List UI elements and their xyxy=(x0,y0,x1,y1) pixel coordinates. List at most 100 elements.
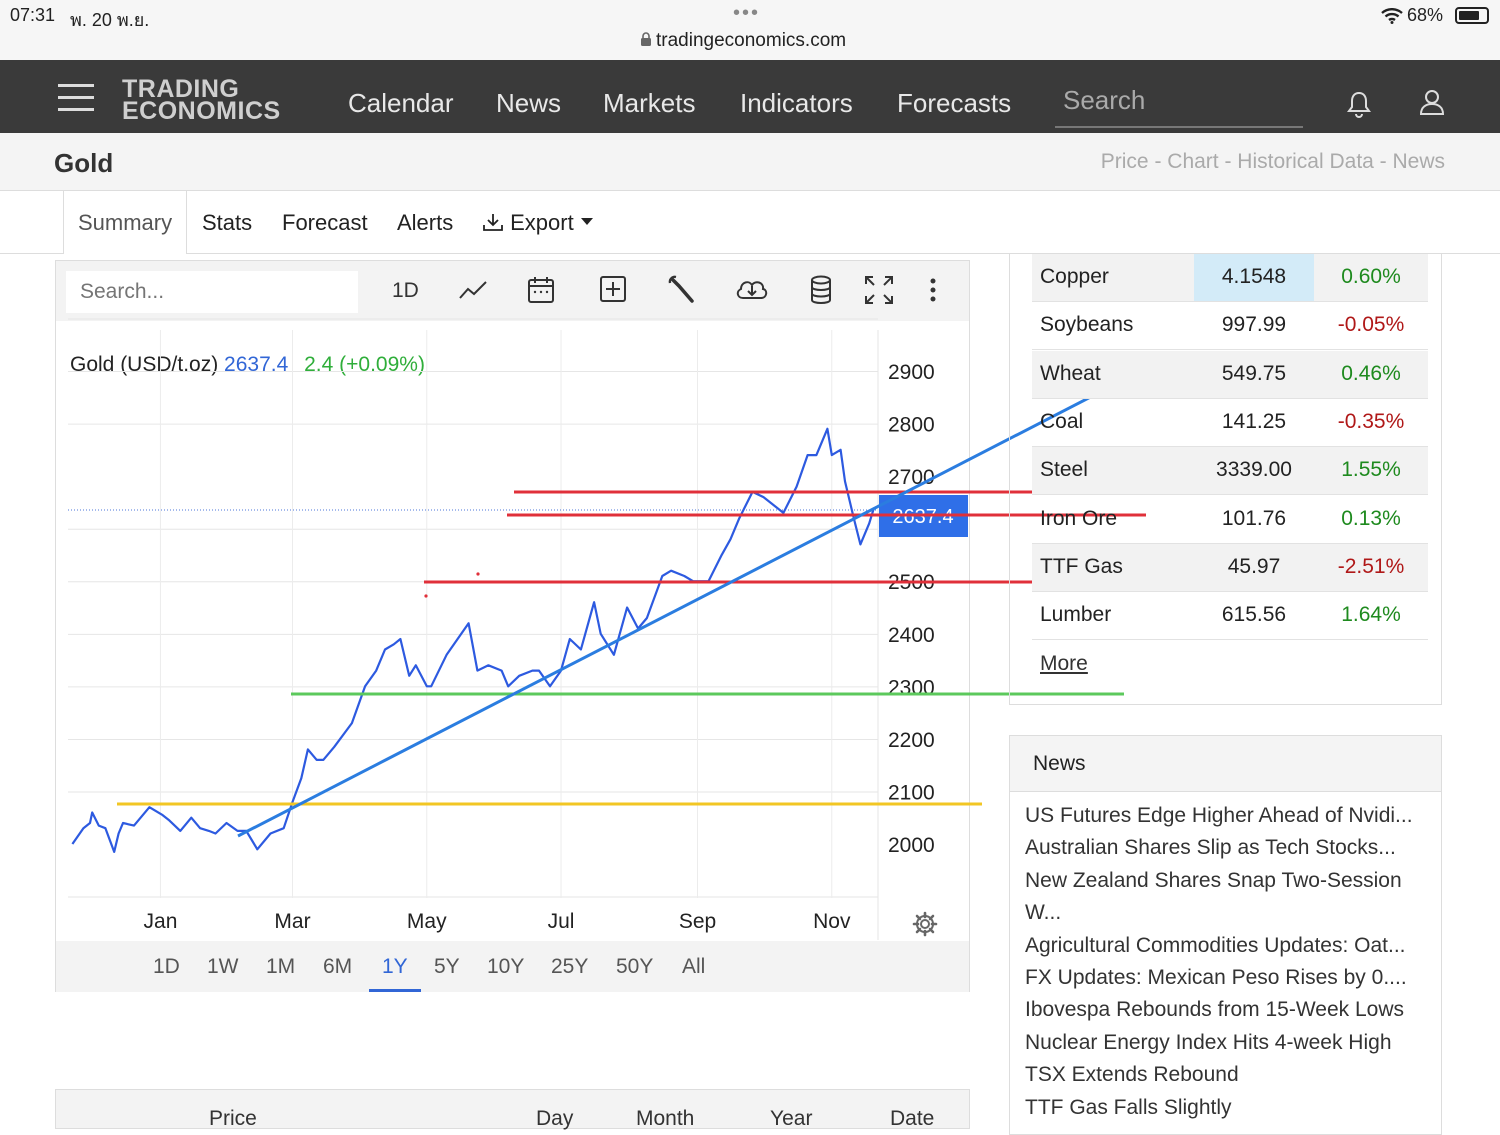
active-range-underline xyxy=(369,989,421,992)
range-25y[interactable]: 25Y xyxy=(551,955,589,978)
news-header: News xyxy=(1010,736,1441,792)
logo-line-2: ECONOMICS xyxy=(122,97,281,125)
commodity-change: -0.05% xyxy=(1337,313,1405,337)
tab-summary[interactable]: Summary xyxy=(63,191,187,254)
interval-button[interactable]: 1D xyxy=(392,279,419,302)
commodity-change: 0.13% xyxy=(1341,506,1401,530)
col-price: Price xyxy=(209,1107,257,1130)
commodity-price: 615.56 xyxy=(1221,603,1287,627)
commodity-price: 101.76 xyxy=(1221,506,1287,530)
add-box-icon[interactable] xyxy=(599,275,627,303)
commodity-price: 3339.00 xyxy=(1216,458,1292,482)
site-search-input[interactable]: Search xyxy=(1055,82,1303,128)
fullscreen-icon[interactable] xyxy=(864,275,894,305)
news-item[interactable]: W... xyxy=(1025,901,1062,925)
news-item[interactable]: TSX Extends Rebound xyxy=(1025,1063,1239,1087)
range-1m[interactable]: 1M xyxy=(266,955,296,978)
range-1w[interactable]: 1W xyxy=(207,955,239,978)
news-item[interactable]: Nuclear Energy Index Hits 4-week High xyxy=(1025,1030,1392,1054)
site-logo[interactable]: TRADING ECONOMICS xyxy=(122,75,281,125)
more-vertical-icon[interactable] xyxy=(928,275,938,305)
nav-link-calendar[interactable]: Calendar xyxy=(348,88,454,118)
nav-link-forecasts[interactable]: Forecasts xyxy=(897,88,1012,118)
tab-export-label: Export xyxy=(510,210,574,235)
col-month: Month xyxy=(636,1107,695,1130)
commodity-row[interactable]: Copper 4.1548 0.60% xyxy=(1032,254,1428,302)
top-nav: TRADING ECONOMICS Calendar News Markets … xyxy=(0,60,1500,133)
commodity-row[interactable]: Iron Ore 101.76 0.13% xyxy=(1032,496,1428,544)
commodity-name[interactable]: Soybeans xyxy=(1040,313,1134,337)
breadcrumb[interactable]: Price - Chart - Historical Data - News xyxy=(1100,150,1445,173)
cloud-download-icon[interactable] xyxy=(734,275,770,303)
commodities-more-link[interactable]: More xyxy=(1040,652,1088,675)
commodity-name[interactable]: Wheat xyxy=(1040,361,1101,385)
commodity-name[interactable]: Iron Ore xyxy=(1040,506,1118,530)
col-date: Date xyxy=(890,1107,935,1130)
news-item[interactable]: US Futures Edge Higher Ahead of Nvidi... xyxy=(1025,804,1413,827)
range-1y[interactable]: 1Y xyxy=(382,955,408,978)
wrench-icon[interactable] xyxy=(667,275,695,305)
news-item[interactable]: Ibovespa Rebounds from 15-Week Lows xyxy=(1025,998,1404,1022)
commodity-price: 997.99 xyxy=(1221,313,1287,337)
range-selector: 1D 1W 1M 6M 1Y 5Y 10Y 25Y 50Y All xyxy=(56,941,969,992)
battery-percent: 68% xyxy=(1407,5,1444,25)
chart-settings-gear-icon[interactable] xyxy=(912,911,938,937)
col-year: Year xyxy=(770,1107,813,1130)
range-1d[interactable]: 1D xyxy=(153,955,180,978)
legend-series-name: Gold (USD/t.oz) xyxy=(70,353,219,376)
commodity-row[interactable]: Soybeans 997.99 -0.05% xyxy=(1032,302,1428,351)
chart-search-input[interactable] xyxy=(66,271,358,313)
range-6m[interactable]: 6M xyxy=(323,955,353,978)
commodity-change: 0.46% xyxy=(1341,361,1401,385)
tab-stats[interactable]: Stats xyxy=(202,210,253,235)
line-chart-icon[interactable] xyxy=(458,279,488,301)
url-bar[interactable]: tradingeconomics.com xyxy=(640,30,846,52)
news-item[interactable]: Agricultural Commodities Updates: Oat... xyxy=(1025,933,1406,957)
logo-line-1: TRADING xyxy=(122,75,240,103)
news-panel: News US Futures Edge Higher Ahead of Nvi… xyxy=(1009,735,1442,1135)
tab-export[interactable]: Export xyxy=(482,210,594,236)
caret-down-icon xyxy=(580,218,593,225)
range-50y[interactable]: 50Y xyxy=(616,955,654,978)
news-item[interactable]: New Zealand Shares Snap Two-Session xyxy=(1025,868,1402,892)
commodity-row[interactable]: TTF Gas 45.97 -2.51% xyxy=(1032,543,1428,592)
commodity-row[interactable]: Coal 141.25 -0.35% xyxy=(1032,399,1428,447)
commodity-change: -2.51% xyxy=(1337,554,1405,578)
user-icon[interactable] xyxy=(1418,88,1446,116)
multitask-dots-icon[interactable]: ••• xyxy=(733,2,761,24)
commodity-name[interactable]: Copper xyxy=(1040,265,1109,288)
status-bar: 07:31 พ. 20 พ.ย. ••• tradingeconomics.co… xyxy=(0,0,1500,60)
nav-link-news[interactable]: News xyxy=(496,88,562,118)
commodity-row[interactable]: Wheat 549.75 0.46% xyxy=(1032,350,1428,399)
bell-icon[interactable] xyxy=(1346,90,1372,118)
range-10y[interactable]: 10Y xyxy=(487,955,525,978)
commodity-change: -0.35% xyxy=(1337,409,1405,433)
commodity-name[interactable]: Steel xyxy=(1040,458,1088,482)
commodity-row[interactable]: Lumber 615.56 1.64% xyxy=(1032,592,1428,641)
commodity-price: 141.25 xyxy=(1221,409,1287,433)
commodity-name[interactable]: Lumber xyxy=(1040,603,1112,627)
range-all[interactable]: All xyxy=(682,955,706,978)
section-tabs: Summary Stats Forecast Alerts Export xyxy=(0,191,1500,254)
commodity-name[interactable]: Coal xyxy=(1040,409,1084,433)
commodity-change: 1.55% xyxy=(1341,458,1401,482)
database-icon[interactable] xyxy=(809,275,833,305)
tab-alerts[interactable]: Alerts xyxy=(397,210,454,235)
chart-panel: 1D Gold (USD/t.oz) 2637.4 2.4 (+0.09%) 1… xyxy=(55,260,970,992)
nav-link-indicators[interactable]: Indicators xyxy=(740,88,853,118)
commodity-change: 0.60% xyxy=(1341,265,1401,288)
lock-icon xyxy=(641,32,651,46)
legend-value: 2637.4 xyxy=(224,353,289,376)
col-day: Day xyxy=(536,1107,574,1130)
hamburger-menu-icon[interactable] xyxy=(58,84,94,111)
tab-forecast[interactable]: Forecast xyxy=(282,210,368,235)
commodity-row[interactable]: Steel 3339.00 1.55% xyxy=(1032,447,1428,496)
news-item[interactable]: Australian Shares Slip as Tech Stocks... xyxy=(1025,836,1396,860)
news-item[interactable]: TTF Gas Falls Slightly xyxy=(1025,1095,1232,1119)
commodity-name[interactable]: TTF Gas xyxy=(1040,554,1123,578)
range-5y[interactable]: 5Y xyxy=(434,955,460,978)
news-item[interactable]: FX Updates: Mexican Peso Rises by 0.... xyxy=(1025,966,1407,989)
url-text: tradingeconomics.com xyxy=(656,30,847,51)
nav-link-markets[interactable]: Markets xyxy=(603,88,696,118)
calendar-icon[interactable] xyxy=(527,275,555,305)
